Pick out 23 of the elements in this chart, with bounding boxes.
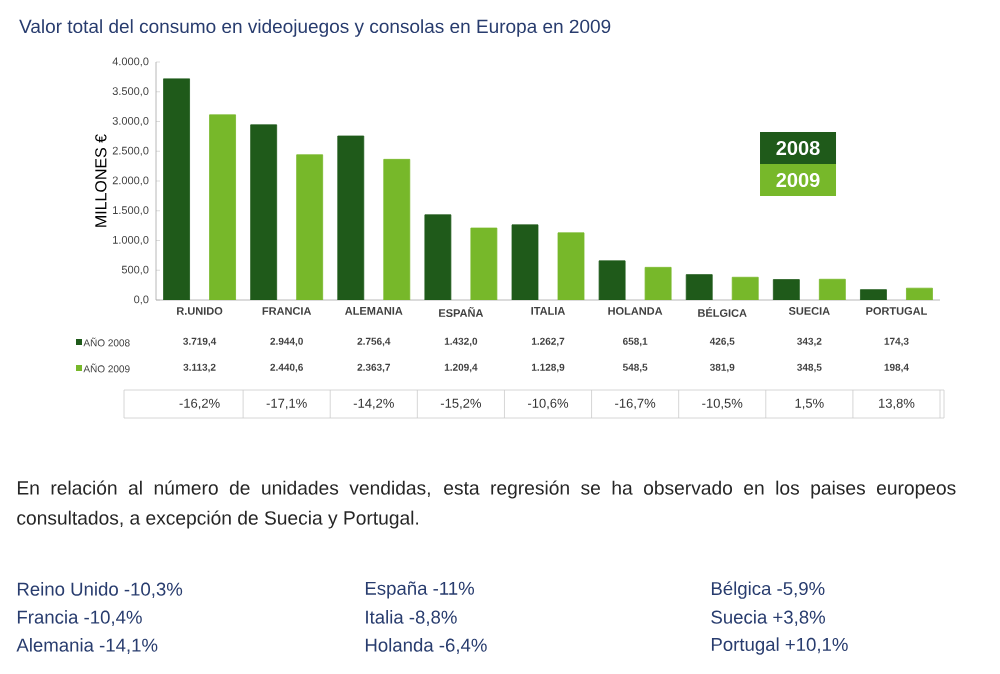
bar	[860, 289, 887, 300]
text: Bélgica -5,9%	[711, 581, 825, 599]
bar	[424, 214, 452, 300]
bar	[772, 279, 800, 300]
text: Suecia +3,8%	[711, 610, 826, 626]
bar	[511, 224, 539, 300]
text: Reino Unido -10,3%	[17, 582, 183, 598]
text: En relación al número de unidades vendidas, esta regresión se ha observado en los paises europeos consultados, a excepción de Suecia y Portugal.	[17, 480, 956, 529]
text: Francia -10,4%	[17, 610, 142, 626]
text: Holanda -6,4%	[365, 638, 487, 654]
chart-title: Valor total del consumo en videojuegos y consolas en Europa en 2009	[19, 19, 611, 37]
text: España -11%	[365, 581, 475, 599]
text: Portugal +10,1%	[711, 637, 848, 655]
bar	[250, 124, 278, 300]
y-axis-title: MILLONES €	[95, 134, 107, 227]
bar	[598, 260, 626, 300]
annotation: 2009	[776, 172, 820, 188]
annotation: 2008	[776, 140, 820, 156]
bar	[163, 78, 190, 300]
bar	[685, 274, 713, 300]
text: Alemania -14,1%	[16, 638, 158, 654]
text: Italia -8,8%	[366, 610, 457, 626]
bar	[337, 135, 365, 300]
